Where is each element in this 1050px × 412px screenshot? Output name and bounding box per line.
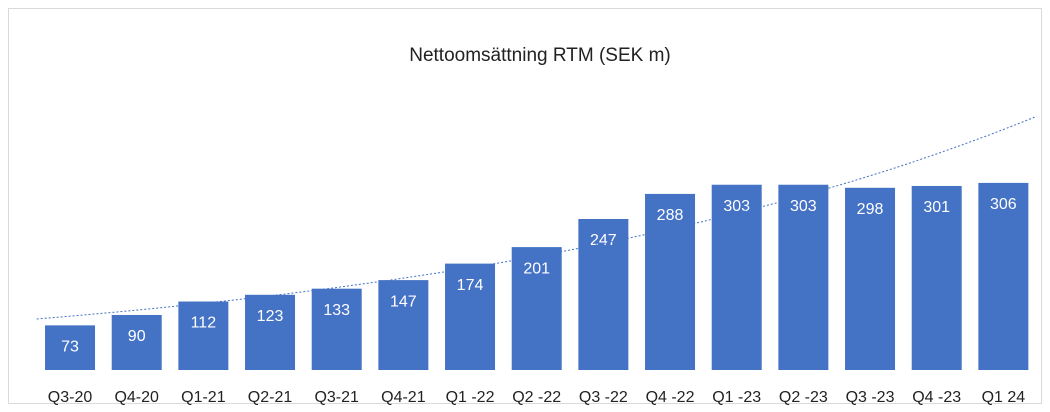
x-tick-label: Q2 -22 xyxy=(512,389,561,406)
x-tick-label: Q3-20 xyxy=(48,389,93,406)
x-tick-label: Q1-21 xyxy=(181,389,226,406)
data-label: 298 xyxy=(857,201,884,218)
data-label: 306 xyxy=(990,196,1017,213)
x-tick-label: Q4-21 xyxy=(381,389,426,406)
bar xyxy=(245,294,296,370)
bar xyxy=(445,263,496,370)
bar xyxy=(911,185,962,370)
data-label: 303 xyxy=(790,198,817,215)
bar xyxy=(578,218,629,370)
data-label: 147 xyxy=(390,293,417,310)
bar xyxy=(311,288,362,370)
bar xyxy=(645,193,696,370)
bar xyxy=(111,314,162,370)
x-tick-label: Q4 -23 xyxy=(912,389,961,406)
bar xyxy=(511,247,562,370)
bar xyxy=(45,325,96,370)
data-label: 73 xyxy=(61,339,79,356)
x-tick-label: Q3 -23 xyxy=(846,389,895,406)
x-tick-label: Q2 -23 xyxy=(779,389,828,406)
bar xyxy=(978,182,1029,370)
bar xyxy=(711,184,762,370)
data-label: 247 xyxy=(590,232,617,249)
data-label: 301 xyxy=(923,199,950,216)
bar xyxy=(778,184,829,370)
bar xyxy=(378,280,429,370)
bar xyxy=(178,301,229,370)
data-label: 123 xyxy=(257,308,284,325)
x-tick-label: Q1 24 xyxy=(982,389,1026,406)
data-label: 112 xyxy=(191,315,217,332)
chart-title: Nettoomsättning RTM (SEK m) xyxy=(409,45,671,66)
x-tick-label: Q2-21 xyxy=(248,389,293,406)
data-label: 133 xyxy=(323,302,350,319)
x-tick-label: Q3 -22 xyxy=(579,389,628,406)
trendline xyxy=(36,115,1037,320)
x-tick-label: Q4-20 xyxy=(114,389,159,406)
x-tick-label: Q1 -22 xyxy=(446,389,495,406)
data-label: 201 xyxy=(523,260,550,277)
data-label: 303 xyxy=(723,198,750,215)
data-label: 90 xyxy=(128,328,146,345)
x-tick-label: Q3-21 xyxy=(314,389,359,406)
x-tick-label: Q4 -22 xyxy=(646,389,695,406)
bar xyxy=(845,187,896,370)
data-label: 174 xyxy=(457,277,484,294)
data-label: 288 xyxy=(657,207,684,224)
x-tick-label: Q1 -23 xyxy=(712,389,761,406)
